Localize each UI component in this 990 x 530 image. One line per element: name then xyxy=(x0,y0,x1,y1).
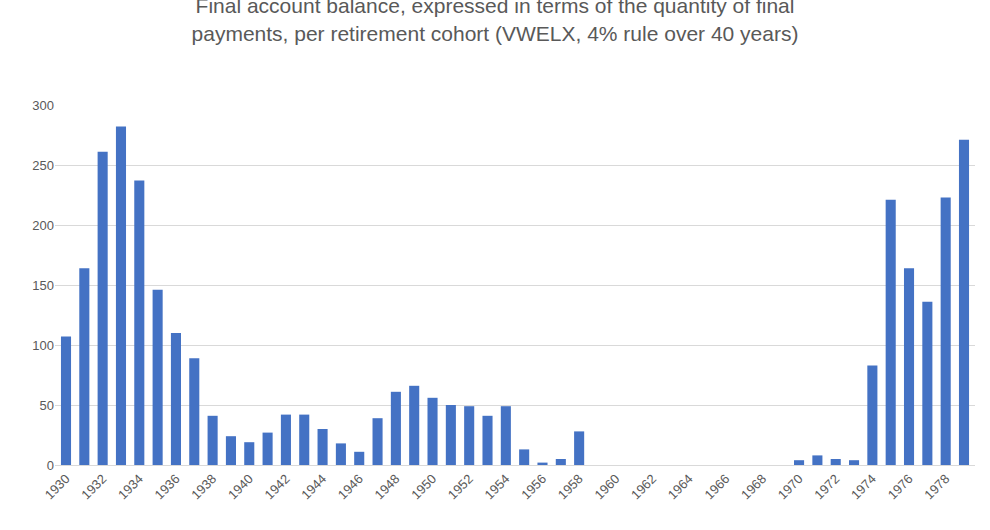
svg-text:1960: 1960 xyxy=(591,471,622,502)
svg-text:1968: 1968 xyxy=(738,471,769,502)
svg-text:1948: 1948 xyxy=(372,471,403,502)
svg-text:1954: 1954 xyxy=(482,471,513,502)
svg-text:Final account balance, express: Final account balance, expressed in term… xyxy=(192,0,799,45)
svg-text:1938: 1938 xyxy=(188,471,219,502)
svg-text:100: 100 xyxy=(32,338,54,353)
svg-text:1952: 1952 xyxy=(445,471,476,502)
svg-text:150: 150 xyxy=(32,278,54,293)
svg-text:1946: 1946 xyxy=(335,471,366,502)
svg-text:1958: 1958 xyxy=(555,471,586,502)
svg-text:1966: 1966 xyxy=(701,471,732,502)
svg-text:1942: 1942 xyxy=(262,471,293,502)
svg-text:1974: 1974 xyxy=(848,471,879,502)
svg-text:1936: 1936 xyxy=(152,471,183,502)
svg-text:1956: 1956 xyxy=(518,471,549,502)
svg-text:1950: 1950 xyxy=(408,471,439,502)
svg-text:1962: 1962 xyxy=(628,471,659,502)
svg-text:1930: 1930 xyxy=(42,471,73,502)
svg-text:1972: 1972 xyxy=(811,471,842,502)
svg-text:250: 250 xyxy=(32,158,54,173)
svg-text:1932: 1932 xyxy=(78,471,109,502)
svg-text:200: 200 xyxy=(32,218,54,233)
svg-text:1944: 1944 xyxy=(298,471,329,502)
svg-text:1976: 1976 xyxy=(885,471,916,502)
svg-text:1970: 1970 xyxy=(775,471,806,502)
svg-text:1934: 1934 xyxy=(115,471,146,502)
svg-text:1940: 1940 xyxy=(225,471,256,502)
svg-text:1964: 1964 xyxy=(665,471,696,502)
svg-text:50: 50 xyxy=(40,398,54,413)
svg-text:0: 0 xyxy=(47,458,54,473)
svg-text:300: 300 xyxy=(32,98,54,113)
svg-text:1978: 1978 xyxy=(921,471,952,502)
